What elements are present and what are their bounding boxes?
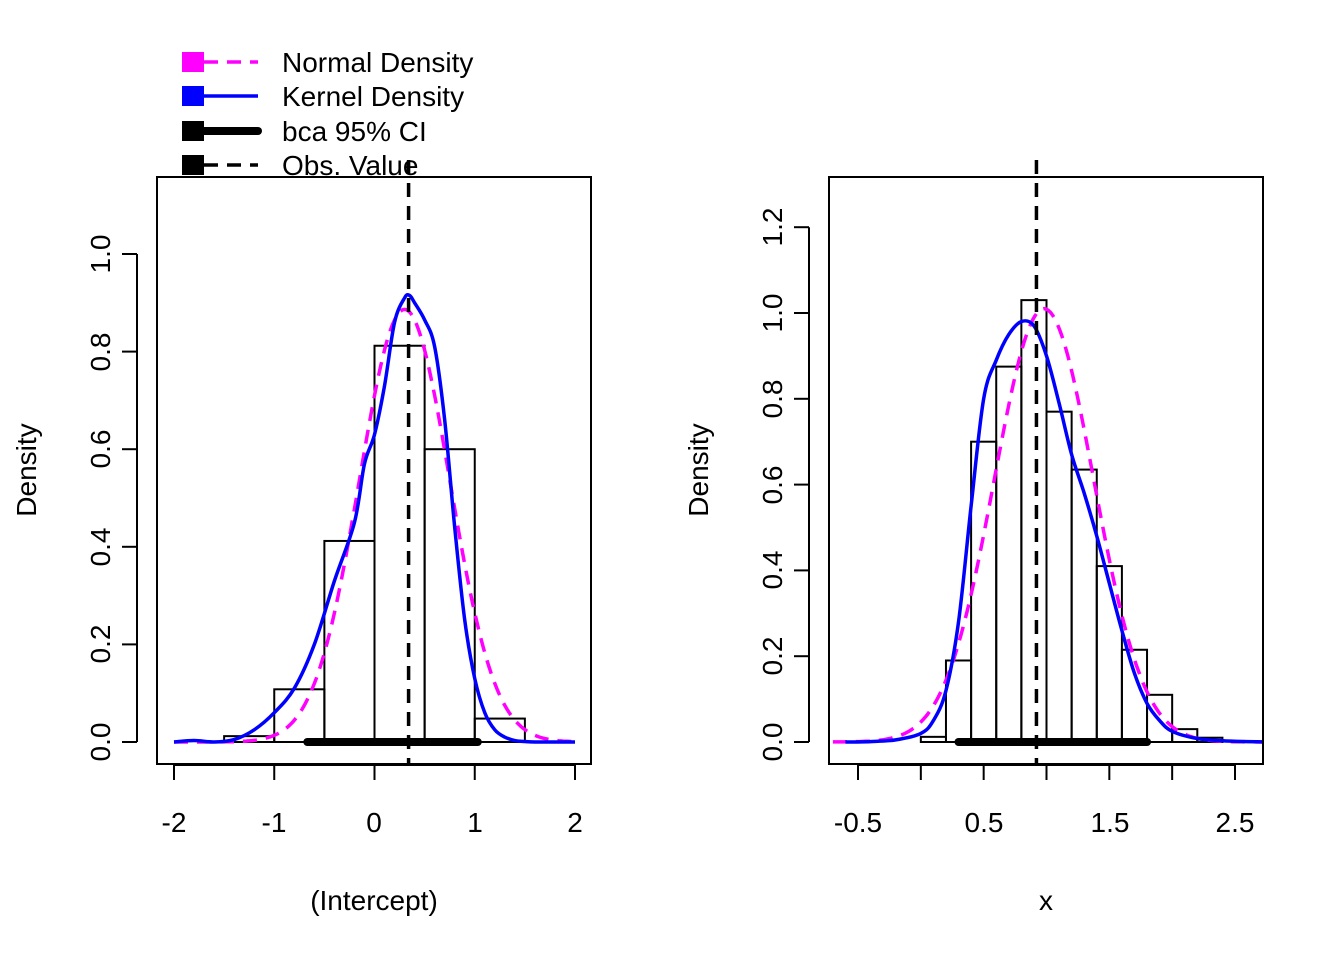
x-tick-label: 1: [467, 807, 483, 838]
histogram-bars: [223, 344, 526, 744]
y-tick-label: 1.2: [757, 208, 788, 247]
y-tick-label: 0.2: [757, 637, 788, 676]
legend-swatch: [182, 121, 204, 141]
normal-density-curve: [832, 306, 1263, 744]
x-axis: [857, 764, 1236, 780]
legend-label: Kernel Density: [282, 81, 464, 112]
x-tick-label: 1.5: [1091, 807, 1130, 838]
x-tick-label: 2: [567, 807, 583, 838]
legend-label: Normal Density: [282, 47, 473, 78]
x-tick-label: -1: [262, 807, 287, 838]
x-panel: 0.0 0.2 0.4 0.6 0.8 1.0 1.2 -0.5 0.5 1.5 2.5 x Densi…: [683, 160, 1264, 916]
y-tick-label: 0.4: [757, 551, 788, 590]
y-tick-label: 1.0: [757, 294, 788, 333]
histogram-bar: [423, 448, 476, 743]
histogram-bar: [323, 539, 376, 743]
histogram-bar: [1070, 468, 1098, 743]
histogram-bar: [1095, 565, 1123, 743]
y-tick-label: 0.6: [85, 430, 116, 469]
x-axis-label: (Intercept): [310, 885, 438, 916]
legend-swatch: [182, 86, 204, 106]
legend-item: Obs. Value: [182, 150, 418, 181]
y-tick-label: 1.0: [85, 235, 116, 274]
intercept-panel: 0.0 0.2 0.4 0.6 0.8 1.0 -2 -1 0 1 2 (Intercept) Dens…: [11, 160, 592, 916]
y-tick-label: 0.4: [85, 528, 116, 567]
kernel-density-curve: [845, 319, 1263, 744]
x-axis-label: x: [1039, 885, 1053, 916]
x-axis: [173, 764, 576, 780]
legend-item: Normal Density: [182, 47, 473, 78]
histogram-bar: [995, 365, 1023, 743]
y-tick-label: 0.8: [757, 380, 788, 419]
legend-swatch: [182, 155, 204, 175]
y-tick-label: 0.0: [85, 723, 116, 762]
histogram-bar: [1045, 410, 1073, 743]
x-tick-label: 0: [366, 807, 382, 838]
y-axis: [122, 253, 138, 743]
x-tick-label: 0.5: [965, 807, 1004, 838]
x-tick-label: 2.5: [1216, 807, 1255, 838]
histogram-bars: [919, 299, 1224, 744]
histogram-bar: [919, 735, 947, 743]
y-tick-label: 0.6: [757, 466, 788, 505]
legend-swatch: [182, 52, 204, 72]
kernel-density-curve: [173, 292, 575, 744]
legend-item: Kernel Density: [182, 81, 464, 112]
x-tick-label: -2: [162, 807, 187, 838]
y-tick-label: 0.0: [757, 723, 788, 762]
histogram-bar: [1146, 693, 1174, 743]
y-axis: [794, 226, 810, 743]
histogram-bar: [1171, 728, 1199, 744]
histogram-bar: [273, 688, 326, 744]
normal-density-curve: [174, 307, 576, 744]
y-axis-label: Density: [11, 423, 42, 516]
x-tick-label: -0.5: [834, 807, 882, 838]
y-axis-label: Density: [683, 423, 714, 516]
legend-label: bca 95% CI: [282, 116, 427, 147]
histogram-bar: [1020, 299, 1048, 743]
y-tick-label: 0.2: [85, 625, 116, 664]
y-tick-label: 0.8: [85, 333, 116, 372]
legend-item: bca 95% CI: [182, 116, 427, 147]
legend-label: Obs. Value: [282, 150, 418, 181]
